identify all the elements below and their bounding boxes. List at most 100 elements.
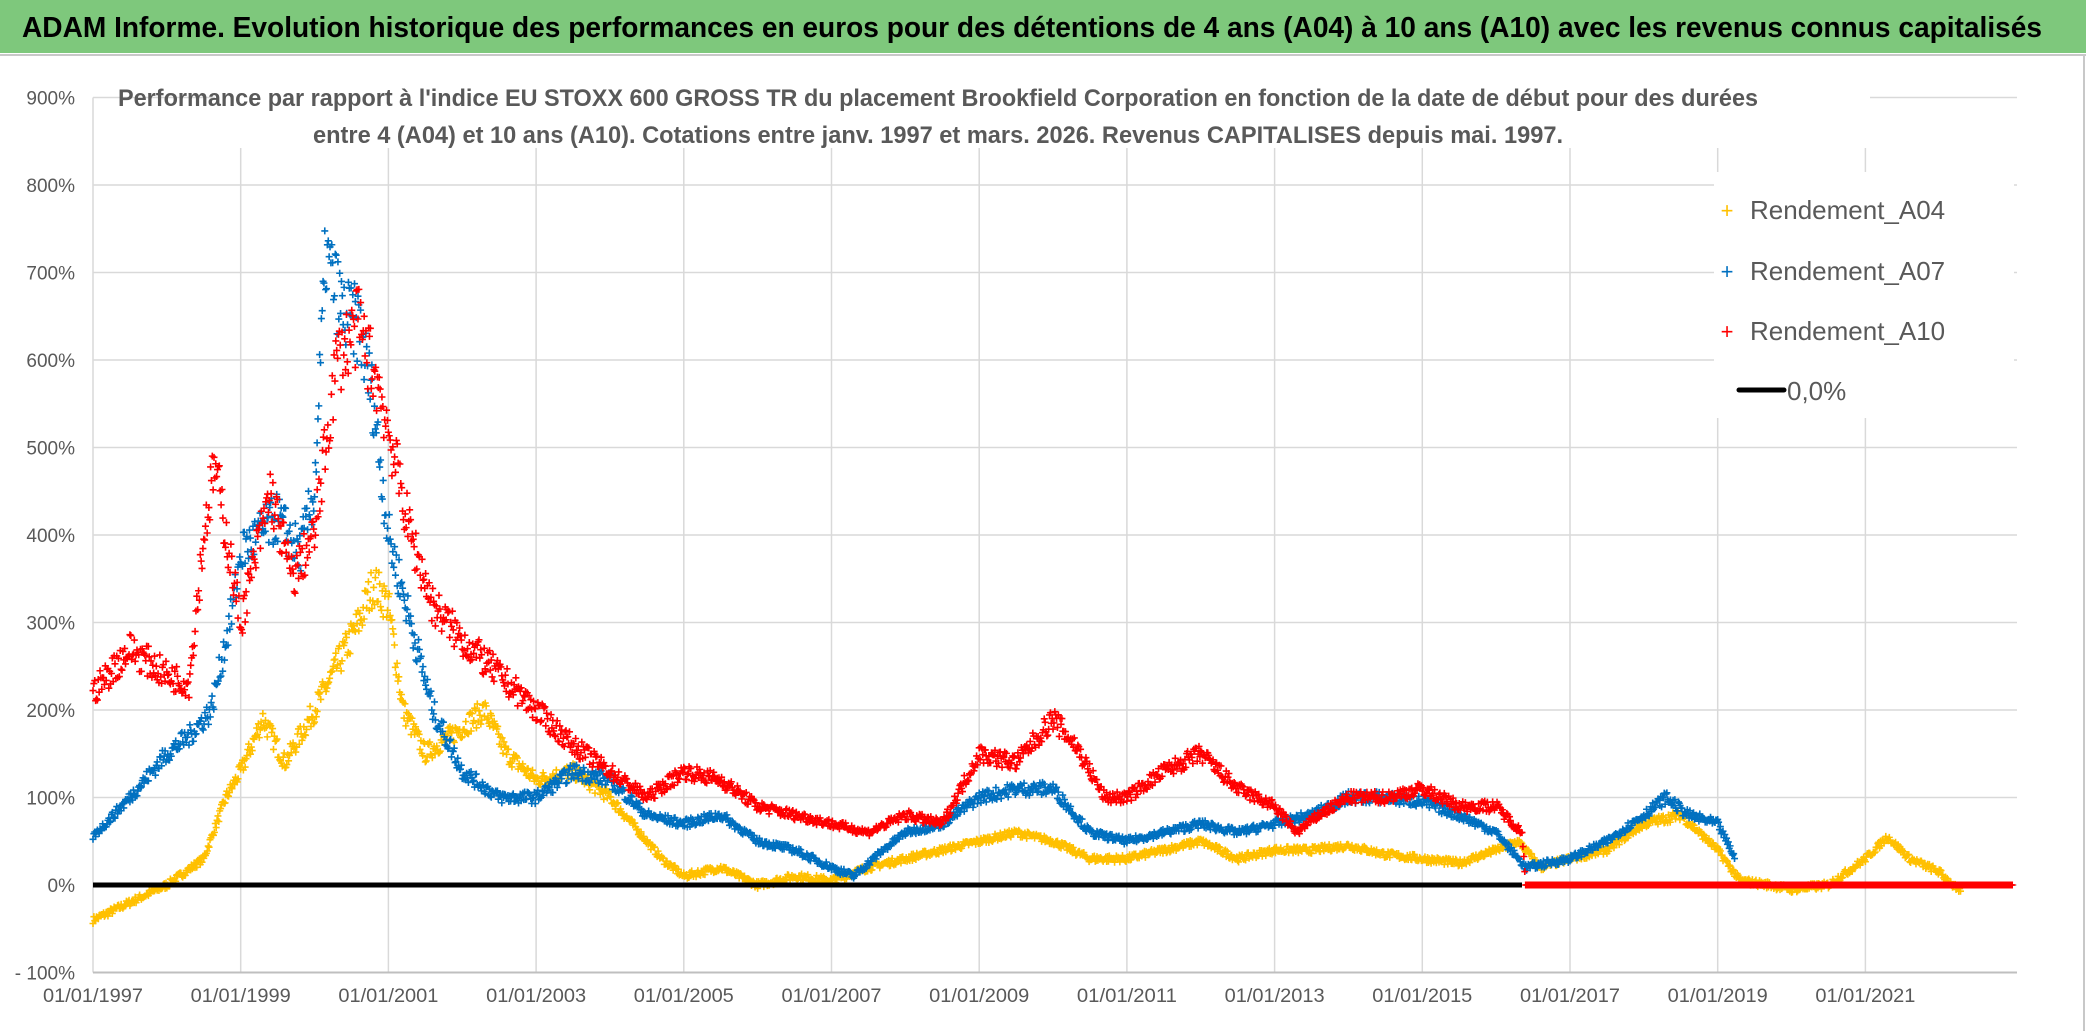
data-point <box>1325 841 1333 849</box>
data-point <box>376 463 384 471</box>
data-point <box>1308 849 1316 857</box>
data-point <box>311 543 319 551</box>
data-point <box>384 524 392 532</box>
data-point <box>1141 853 1149 861</box>
data-point <box>221 799 229 807</box>
data-point <box>330 296 338 304</box>
data-point <box>1242 856 1250 864</box>
data-point <box>403 489 411 497</box>
data-point <box>721 864 729 872</box>
data-point <box>450 642 458 650</box>
data-point <box>633 825 641 833</box>
data-point <box>350 322 358 330</box>
data-point <box>313 486 321 494</box>
data-point <box>351 280 359 288</box>
data-point <box>692 873 700 881</box>
data-point <box>465 639 473 647</box>
data-point <box>205 843 213 851</box>
y-tick-label: 100% <box>26 789 75 810</box>
data-point <box>1723 857 1731 865</box>
data-point <box>364 588 372 596</box>
data-point <box>477 720 485 728</box>
data-point <box>402 722 410 730</box>
data-point <box>391 571 399 579</box>
data-point <box>591 789 599 797</box>
data-point <box>315 690 323 698</box>
y-tick-label: 700% <box>26 264 75 285</box>
data-point <box>448 607 456 615</box>
data-point <box>400 596 408 604</box>
data-point <box>1528 850 1536 858</box>
data-point <box>1621 837 1629 845</box>
data-point <box>108 808 116 816</box>
y-tick-label: 300% <box>26 614 75 635</box>
data-point <box>426 738 434 746</box>
data-point <box>654 847 662 855</box>
data-point <box>331 655 339 663</box>
data-point <box>340 351 348 359</box>
data-point <box>472 724 480 732</box>
data-point <box>1348 841 1356 849</box>
data-point <box>233 778 241 786</box>
data-point <box>534 775 542 783</box>
data-point <box>539 769 547 777</box>
data-point <box>107 817 115 825</box>
data-point <box>467 727 475 735</box>
data-point <box>374 597 382 605</box>
data-point <box>314 415 322 423</box>
data-point <box>209 486 217 494</box>
data-point <box>607 793 615 801</box>
data-point <box>318 307 326 315</box>
data-point <box>536 781 544 789</box>
data-point <box>332 251 340 259</box>
data-point <box>494 722 502 730</box>
data-point <box>419 663 427 671</box>
data-point <box>313 439 321 447</box>
data-point <box>310 507 318 515</box>
data-point <box>415 730 423 738</box>
data-point <box>228 602 236 610</box>
data-point <box>317 315 325 323</box>
data-point <box>421 758 429 766</box>
data-point <box>388 616 396 624</box>
data-point <box>605 787 613 795</box>
data-point <box>193 863 201 871</box>
data-point <box>1716 847 1724 855</box>
data-point <box>1524 846 1532 854</box>
data-point <box>799 876 807 884</box>
data-point <box>326 674 334 682</box>
data-point <box>377 606 385 614</box>
data-point <box>1700 830 1708 838</box>
data-point <box>236 553 244 561</box>
data-point <box>201 536 209 544</box>
data-point <box>431 622 439 630</box>
data-point <box>89 687 97 695</box>
data-point <box>392 436 400 444</box>
data-point <box>351 363 359 371</box>
data-point <box>333 664 341 672</box>
data-point <box>486 722 494 730</box>
data-point <box>332 649 340 657</box>
data-point <box>186 721 194 729</box>
data-point <box>484 714 492 722</box>
data-point <box>342 630 350 638</box>
data-point <box>1900 848 1908 856</box>
data-point <box>1145 851 1153 859</box>
plot-area <box>89 227 2016 927</box>
data-point <box>386 612 394 620</box>
data-point <box>342 633 350 641</box>
data-point <box>292 748 300 756</box>
data-point <box>304 487 312 495</box>
data-point <box>325 678 333 686</box>
data-point <box>433 742 441 750</box>
x-tick-label: 01/01/1997 <box>43 986 143 1007</box>
data-point <box>379 476 387 484</box>
data-point <box>198 564 206 572</box>
data-point <box>1943 874 1951 882</box>
x-tick-label: 01/01/2015 <box>1372 986 1472 1007</box>
data-point <box>473 700 481 708</box>
data-point <box>302 731 310 739</box>
data-point <box>285 757 293 765</box>
data-point <box>191 627 199 635</box>
data-point <box>457 734 465 742</box>
